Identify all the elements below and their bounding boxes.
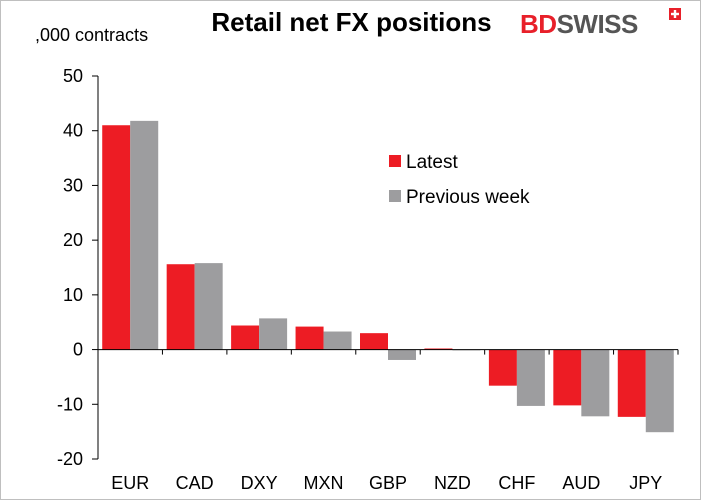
x-tick-label-chf: CHF <box>498 473 535 493</box>
x-tick-label-jpy: JPY <box>629 473 662 493</box>
x-tick-label-mxn: MXN <box>304 473 344 493</box>
bar-previous-dxy <box>259 318 288 350</box>
bar-latest-jpy <box>617 349 646 417</box>
legend-label-latest: Latest <box>406 152 458 173</box>
bar-latest-dxy <box>231 325 260 350</box>
legend-swatch-previous <box>389 190 401 202</box>
bar-previous-mxn <box>323 331 352 350</box>
bar-previous-jpy <box>645 349 674 433</box>
x-tick-label-nzd: NZD <box>434 473 471 493</box>
bar-previous-cad <box>194 263 223 350</box>
y-tick-label: 10 <box>63 285 83 305</box>
brand-logo: BDSWISS <box>520 9 638 40</box>
bar-latest-eur <box>102 125 131 350</box>
y-tick-label: 30 <box>63 175 83 195</box>
bar-latest-aud <box>553 349 582 406</box>
chart-title: Retail net FX positions <box>211 7 492 37</box>
swiss-cross-icon <box>669 8 681 20</box>
x-tick-label-aud: AUD <box>562 473 600 493</box>
logo-bd-text: BD <box>520 9 557 39</box>
legend-label-previous: Previous week <box>406 187 530 208</box>
y-axis-units: ,000 contracts <box>35 25 149 45</box>
legend-swatch-latest <box>389 155 401 167</box>
y-tick-label: 0 <box>73 340 83 360</box>
bar-latest-gbp <box>360 333 388 350</box>
bar-latest-nzd <box>424 348 453 350</box>
x-tick-label-eur: EUR <box>111 473 149 493</box>
bar-latest-chf <box>488 349 517 386</box>
y-tick-label: 20 <box>63 230 83 250</box>
y-tick-label: -20 <box>57 449 83 469</box>
x-tick-label-dxy: DXY <box>241 473 278 493</box>
y-tick-label: 50 <box>63 66 83 86</box>
y-tick-label: 40 <box>63 121 83 141</box>
bar-latest-mxn <box>295 326 324 350</box>
bar-previous-eur <box>130 120 159 350</box>
bar-previous-aud <box>581 349 610 417</box>
y-tick-label: -10 <box>57 394 83 414</box>
bar-latest-cad <box>166 264 195 350</box>
x-tick-label-cad: CAD <box>176 473 214 493</box>
bar-previous-chf <box>516 349 545 406</box>
logo-swiss-text: SWISS <box>556 9 639 39</box>
x-tick-label-gbp: GBP <box>369 473 407 493</box>
bar-previous-gbp <box>388 349 416 360</box>
